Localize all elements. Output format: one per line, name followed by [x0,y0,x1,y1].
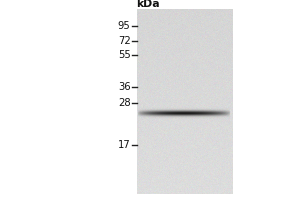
Text: 36: 36 [118,82,130,92]
Text: 17: 17 [118,140,130,150]
Text: 95: 95 [118,21,130,31]
Text: 28: 28 [118,98,130,108]
Text: 55: 55 [118,50,130,60]
Text: 72: 72 [118,36,130,46]
Text: kDa: kDa [136,0,160,9]
